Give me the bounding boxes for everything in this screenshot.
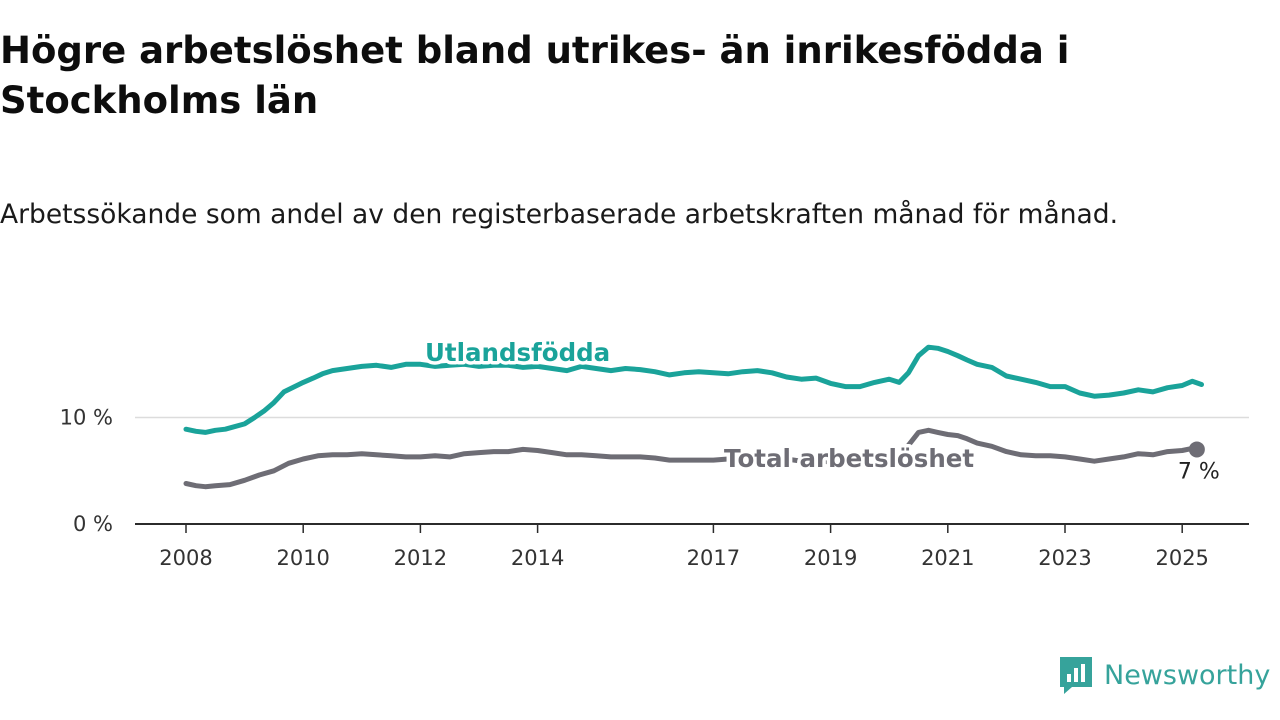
- x-axis-tick-labels: 2008 2010 2012 2014 2017 2019 2021 2023 2025: [159, 546, 1209, 570]
- chart-title: Högre arbetslöshet bland utrikes- än inr…: [0, 29, 1070, 122]
- newsworthy-brand: Newsworthy: [1058, 654, 1270, 696]
- series-line-0: [183, 344, 1204, 435]
- x-tick-label: 2025: [1155, 546, 1208, 570]
- series-line-1: [183, 427, 1200, 490]
- x-tick-label: 2017: [687, 546, 740, 570]
- line-chart: 0 % 10 % 2008 2010 2012 2014 2017 2019 2021 2023…: [60, 335, 1249, 570]
- x-tick-label: 2008: [159, 546, 212, 570]
- y-tick-label: 0 %: [73, 512, 113, 536]
- chart-subtitle: Arbetssökande som andel av den registerb…: [0, 199, 1119, 230]
- y-tick-label: 10 %: [60, 406, 113, 430]
- x-tick-label: 2012: [394, 546, 447, 570]
- x-tick-label: 2021: [921, 546, 974, 570]
- y-axis-tick-labels: 0 % 10 %: [60, 406, 113, 537]
- newsworthy-logo-icon: [1060, 657, 1092, 694]
- series-lines: [183, 344, 1204, 490]
- x-tick-label: 2010: [276, 546, 329, 570]
- series-label-utlandsfodda: Utlandsfödda: [425, 338, 610, 367]
- x-axis: [135, 523, 1249, 533]
- x-tick-label: 2023: [1038, 546, 1091, 570]
- series-labels: Utlandsfödda Total arbetslöshet 7 %: [422, 335, 1220, 485]
- x-tick-label: 2014: [511, 546, 564, 570]
- x-tick-label: 2019: [804, 546, 857, 570]
- series-end-value-label: 7 %: [1178, 459, 1220, 484]
- brand-name: Newsworthy: [1104, 659, 1271, 691]
- series-end-marker: [1188, 441, 1205, 458]
- series-label-total: Total arbetslöshet: [724, 444, 974, 473]
